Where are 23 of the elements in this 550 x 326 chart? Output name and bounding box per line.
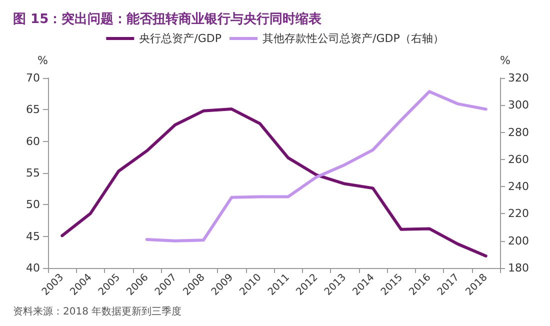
y2-tick-label: 260 [508, 152, 529, 166]
line-series [145, 90, 488, 242]
y2-tick-label: 220 [508, 207, 529, 220]
y2-tick-label: 280 [508, 126, 529, 139]
y-tick-label: 65 [26, 103, 40, 116]
y2-tick-label: 240 [508, 180, 529, 194]
y-tick-label: 40 [26, 262, 40, 274]
y-tick-label: 70 [26, 72, 40, 84]
y2-tick-label: 300 [508, 98, 529, 112]
y-tick-label: 45 [26, 230, 40, 243]
y-axis-title: % [38, 54, 48, 67]
legend-label: 央行总资产/GDP [139, 32, 222, 45]
y-tick-label: 55 [26, 166, 40, 180]
y2-tick-label: 320 [508, 72, 529, 84]
legend-label: 其他存款性公司总资产/GDP（右轴） [262, 32, 444, 45]
chart-title: 图 15：突出问题：能否扭转商业银行与央行同时缩表 [13, 11, 323, 27]
y2-tick-label: 200 [508, 234, 529, 248]
y-tick-label: 60 [26, 134, 40, 148]
y-tick-label: 50 [26, 198, 40, 212]
line-series [60, 108, 488, 258]
y2-axis-title: % [500, 54, 510, 67]
text: 资料来源：2018 年数据更新到三季度 [13, 306, 182, 318]
y2-tick-label: 180 [508, 262, 529, 274]
